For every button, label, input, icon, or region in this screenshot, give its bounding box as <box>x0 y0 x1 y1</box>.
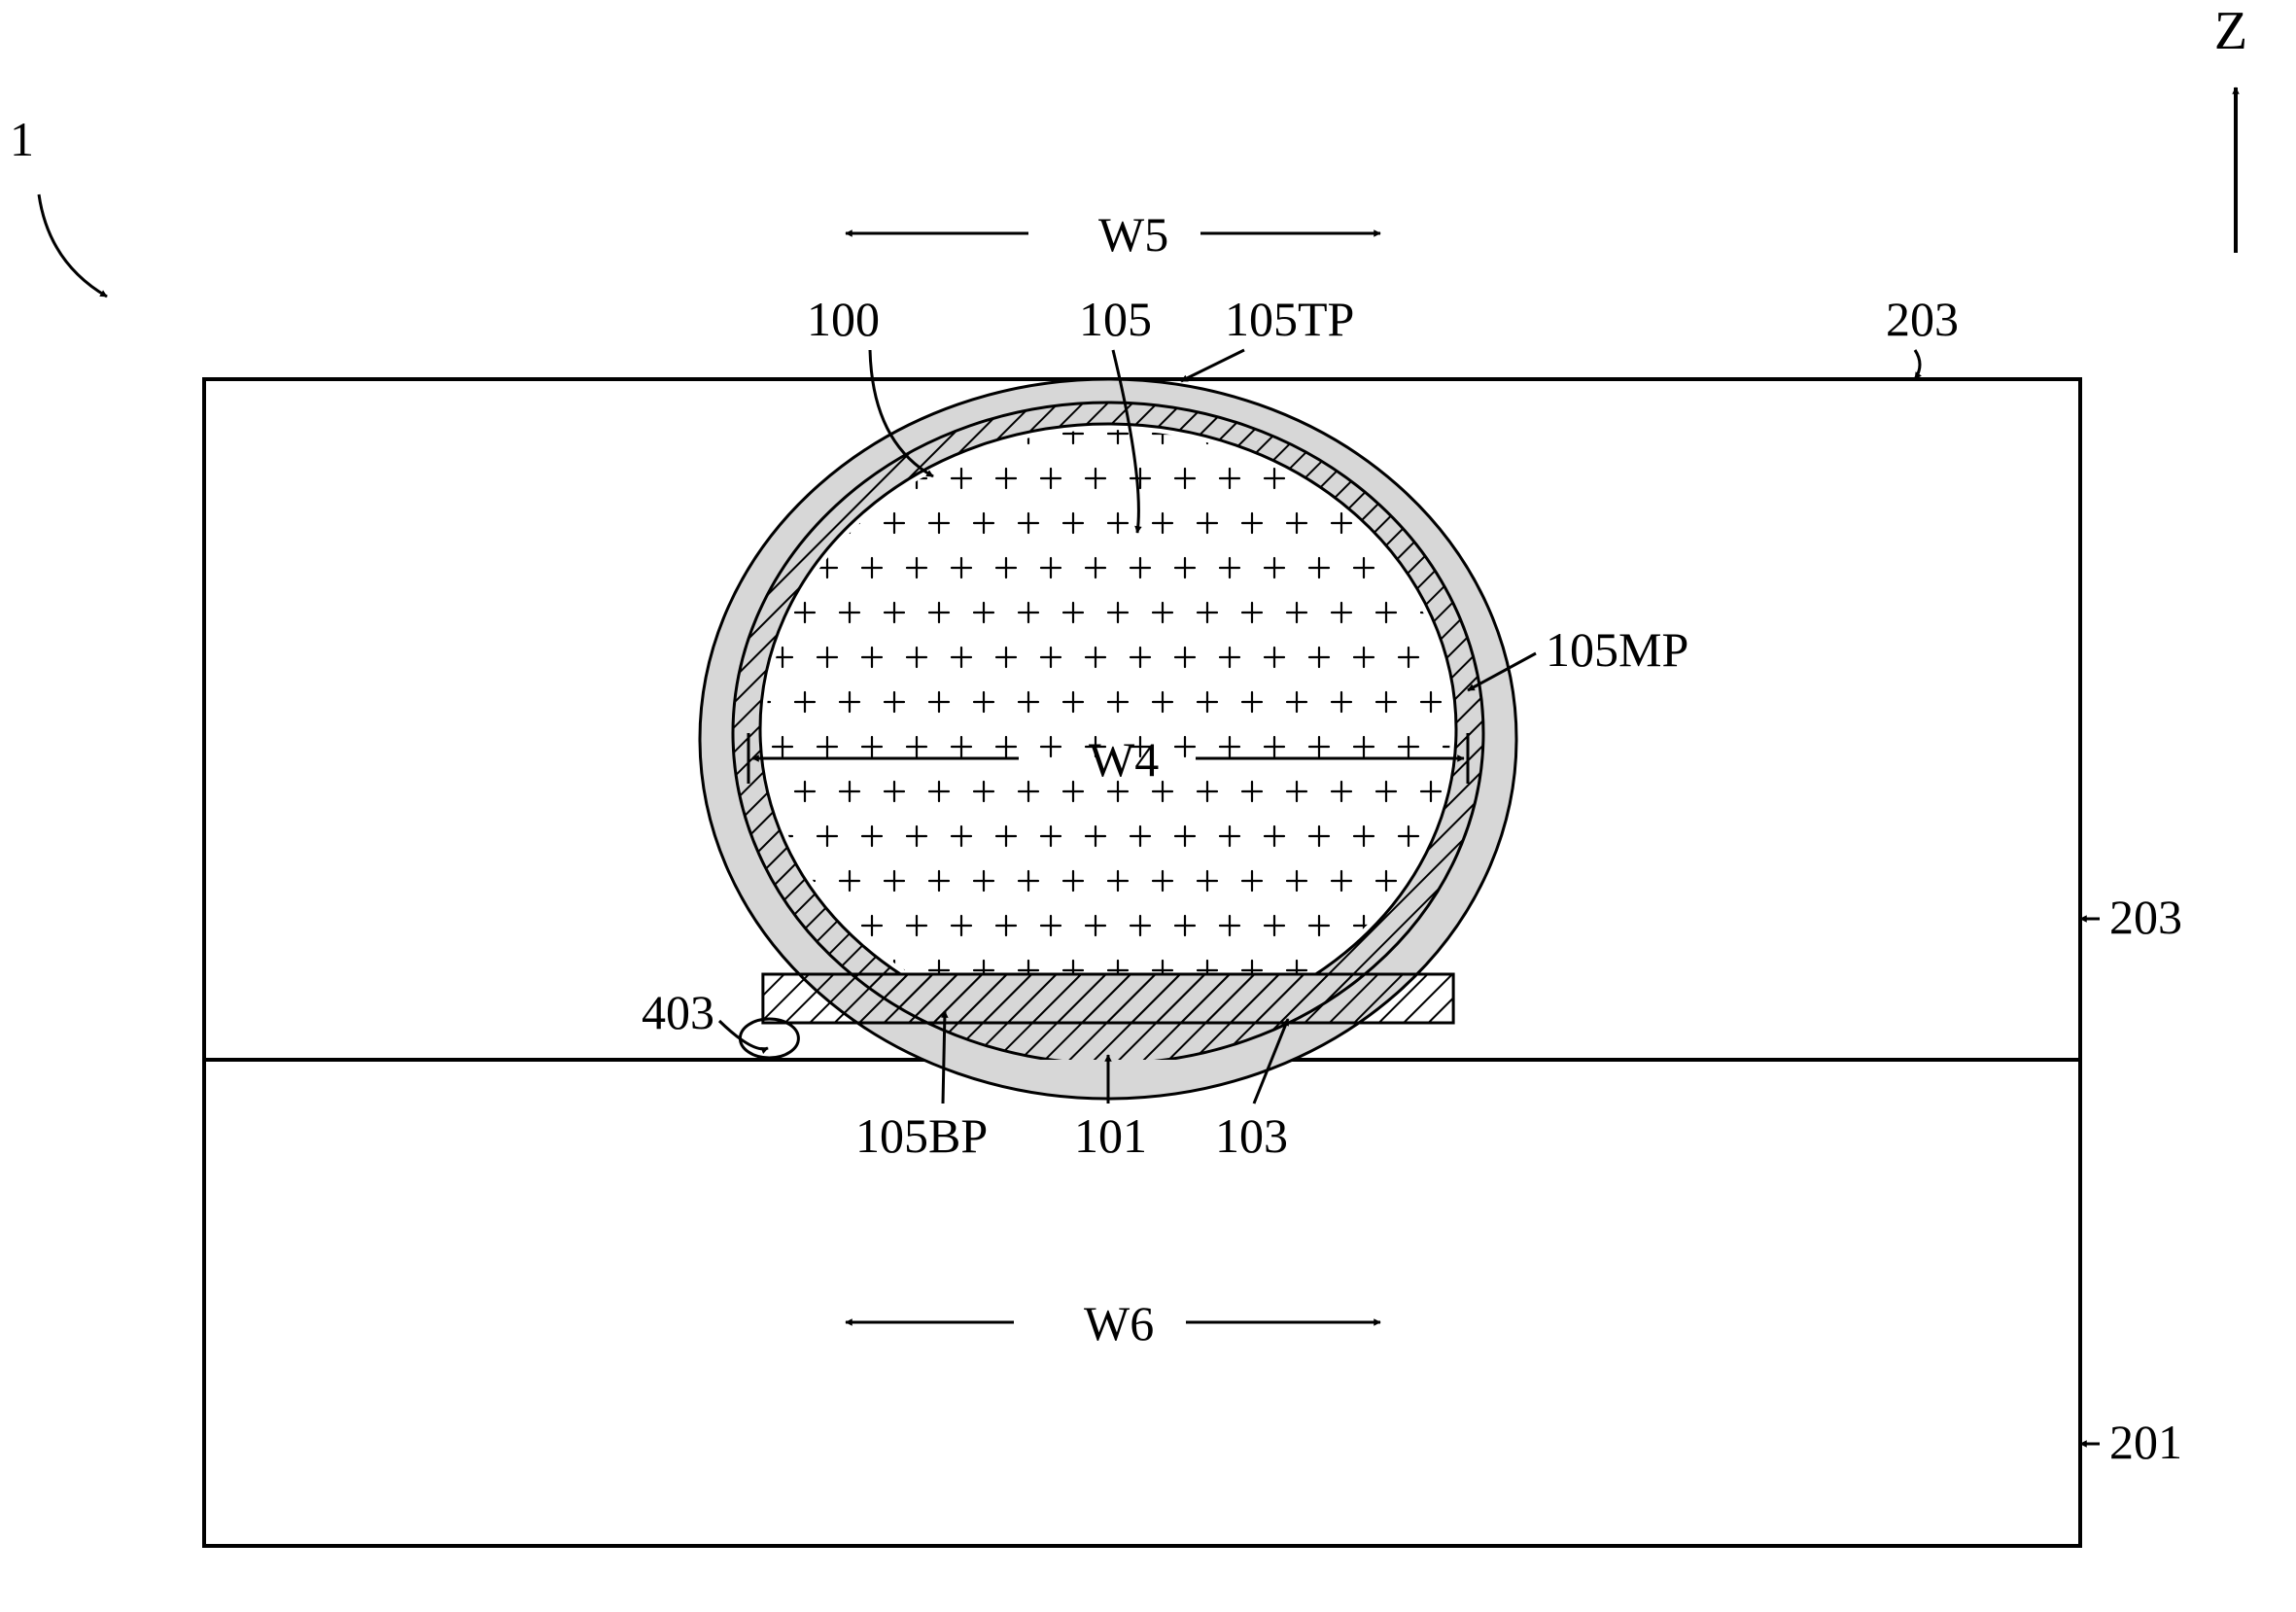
callout-203-upper-leader <box>1915 350 1920 379</box>
callout-100-label: 100 <box>807 292 880 346</box>
callout-105bp-label: 105BP <box>855 1108 988 1163</box>
callout-103-label: 103 <box>1215 1108 1288 1163</box>
figure-ref-leader <box>39 194 107 297</box>
callout-105bp-leader <box>943 1011 945 1104</box>
dim-w6-label: W6 <box>1084 1296 1154 1350</box>
z-axis-label: Z <box>2214 1 2247 61</box>
callout-203-right-label: 203 <box>2109 890 2182 944</box>
callout-403-label: 403 <box>642 985 714 1039</box>
layer-103-bottom <box>763 974 1453 1023</box>
void-403 <box>740 1019 798 1058</box>
callout-203-upper-label: 203 <box>1886 292 1959 346</box>
callout-201-label: 201 <box>2109 1415 2182 1469</box>
callout-105tp-label: 105TP <box>1225 292 1354 346</box>
callout-105tp-leader <box>1181 350 1244 381</box>
callout-101-label: 101 <box>1074 1108 1147 1163</box>
figure-ref: 1 <box>10 112 34 166</box>
dim-w4-label: W4 <box>1089 732 1159 787</box>
callout-105-label: 105 <box>1079 292 1152 346</box>
dim-w5-label: W5 <box>1098 207 1168 262</box>
callout-105mp-label: 105MP <box>1546 622 1688 677</box>
